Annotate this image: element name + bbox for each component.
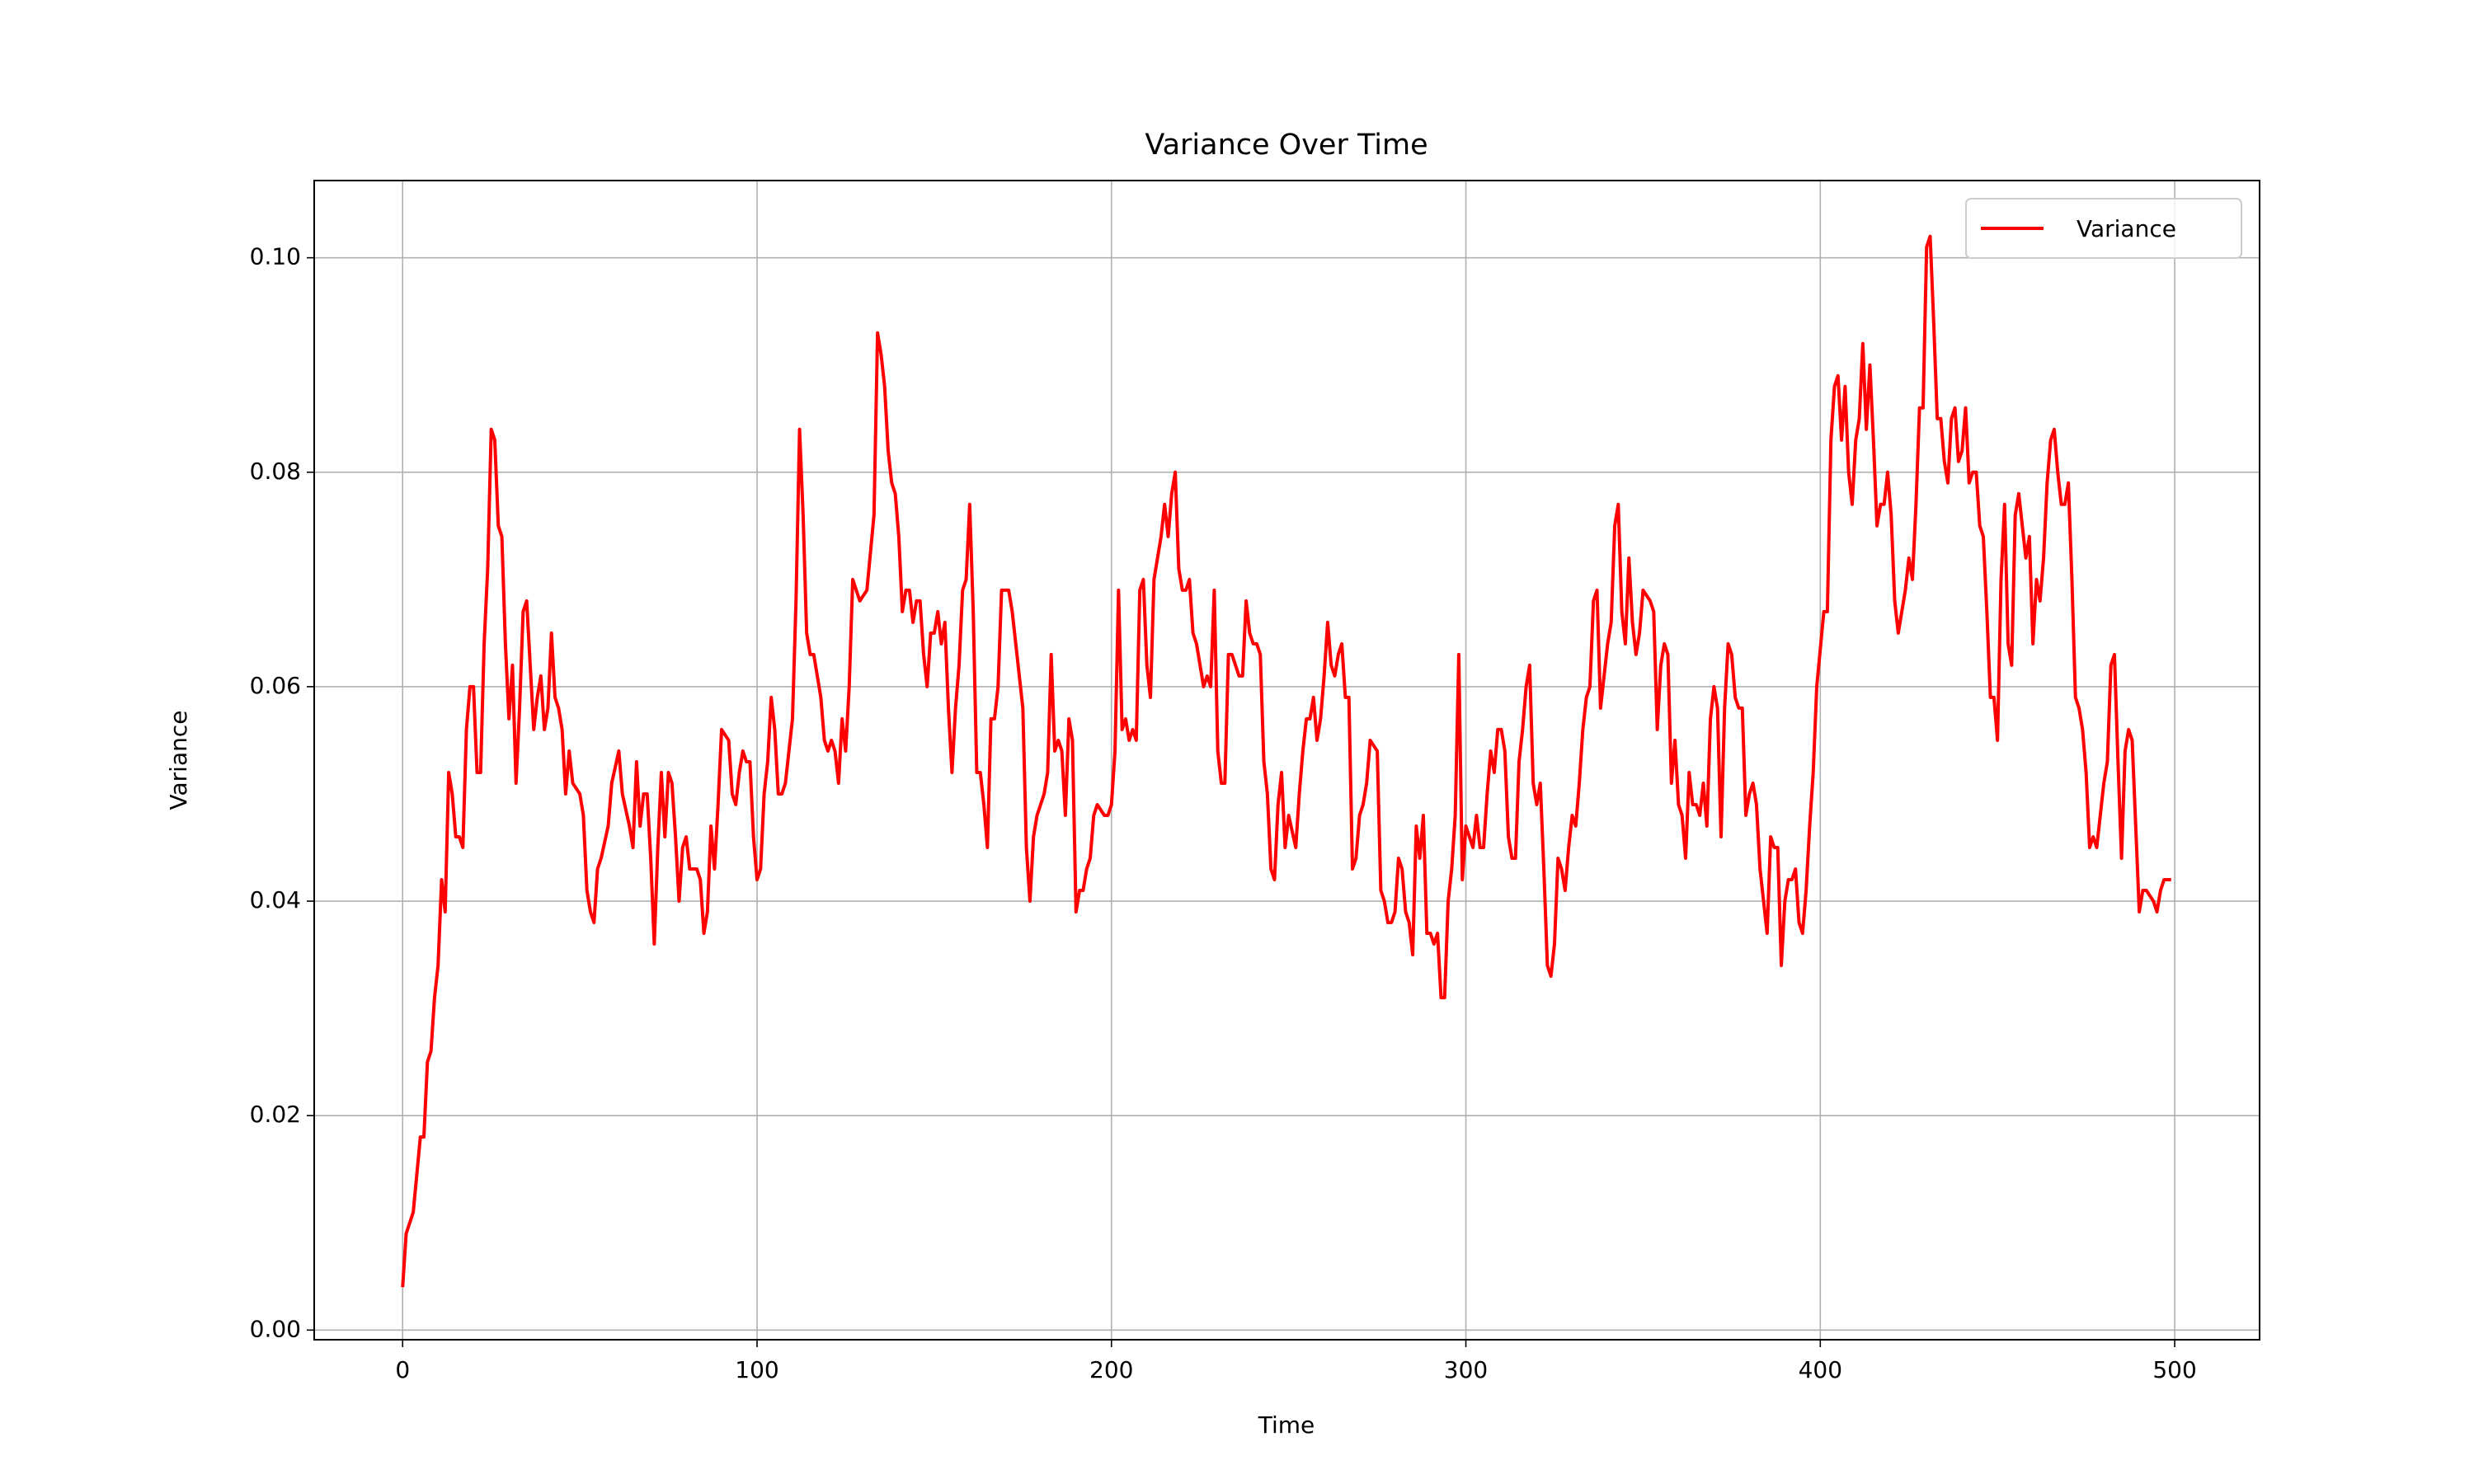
y-tick-label: 0.00 (250, 1315, 301, 1342)
series-line (401, 234, 2171, 1288)
legend: Variance (1965, 198, 2242, 259)
x-tick-label: 100 (735, 1356, 778, 1383)
legend-label: Variance (2077, 215, 2176, 242)
x-tick-label: 0 (395, 1356, 410, 1383)
y-tick-label: 0.06 (250, 672, 301, 699)
x-tick-label: 400 (1799, 1356, 1842, 1383)
chart-title: Variance Over Time (1145, 129, 1427, 162)
y-tick-label: 0.02 (250, 1101, 301, 1128)
x-tick-label: 500 (2152, 1356, 2196, 1383)
y-axis-label: Variance (165, 711, 192, 810)
legend-box (1965, 198, 2242, 259)
x-axis-label: Time (1258, 1411, 1315, 1439)
y-tick-label: 0.10 (250, 243, 301, 270)
x-tick-label: 200 (1089, 1356, 1133, 1383)
x-tick-label: 300 (1444, 1356, 1488, 1383)
y-tick-label: 0.04 (250, 886, 301, 913)
plot: 0 100 200 300 400 500 0.00 0.02 0.04 0.06 0.08 0.10… (250, 180, 2260, 1383)
y-tick-label: 0.08 (250, 458, 301, 485)
plot-frame (313, 180, 2260, 1341)
